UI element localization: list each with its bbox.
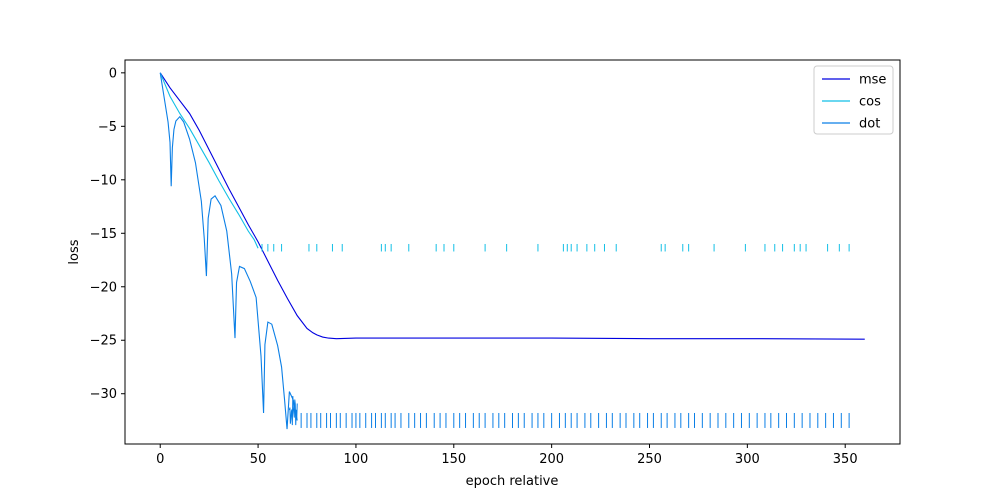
y-tick-label: −15	[90, 227, 117, 242]
x-tick-label: 50	[250, 452, 267, 467]
legend-label-cos: cos	[859, 95, 881, 110]
plot-area	[159, 72, 865, 430]
legend-box	[813, 65, 894, 135]
x-tick-label: 350	[833, 452, 858, 467]
series-cos	[159, 72, 850, 252]
plot-frame	[124, 59, 901, 445]
x-tick-label: 100	[344, 452, 369, 467]
x-tick-label: 200	[539, 452, 564, 467]
y-axis-label: loss	[67, 239, 82, 264]
x-tick-label: 300	[735, 452, 760, 467]
legend-label-mse: mse	[859, 73, 886, 88]
x-axis: 0 50 100 150 200 250 300 350	[156, 444, 858, 467]
y-tick-label: −10	[90, 173, 117, 188]
series-mse	[159, 72, 865, 340]
x-tick-label: 150	[441, 452, 466, 467]
y-tick-label: −5	[98, 120, 117, 135]
legend: mse cos dot	[813, 65, 894, 135]
y-tick-label: 0	[109, 66, 117, 81]
series-cos-line	[159, 72, 259, 249]
series-dot-noise	[288, 395, 298, 426]
series-mse-line	[159, 72, 865, 340]
series-dot	[159, 72, 850, 430]
legend-label-dot: dot	[859, 117, 880, 132]
y-tick-label: −25	[90, 334, 117, 349]
y-tick-label: −30	[90, 387, 117, 402]
x-tick-label: 0	[156, 452, 164, 467]
y-axis: 0 −5 −10 −15 −20 −25 −30	[90, 66, 125, 402]
x-tick-label: 250	[637, 452, 662, 467]
series-dot-line	[159, 72, 298, 430]
y-tick-label: −20	[90, 280, 117, 295]
x-axis-label: epoch relative	[466, 474, 559, 489]
